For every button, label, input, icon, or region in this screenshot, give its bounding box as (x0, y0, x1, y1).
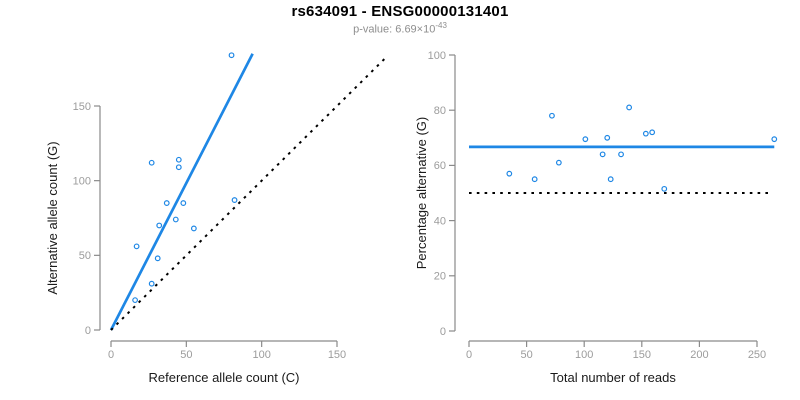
y-tick-label: 0 (85, 325, 91, 337)
x-tick-label: 100 (252, 349, 270, 361)
p-value-subtitle: p-value: 6.69×10-43 (0, 21, 800, 36)
y-tick-label: 80 (434, 105, 446, 117)
data-point (156, 222, 163, 229)
y-tick-label: 100 (428, 50, 446, 62)
data-point (649, 129, 656, 136)
data-point (771, 136, 778, 143)
x-tick-label: 0 (466, 349, 472, 361)
y-tick-label: 60 (434, 160, 446, 172)
p-value-exponent: -43 (435, 21, 447, 30)
data-point (626, 104, 633, 111)
right-plot: 0 20 40 60 80 100 0 50 100 150 200 250 Total number … (414, 50, 778, 385)
x-tick-label: 50 (180, 349, 192, 361)
data-point (549, 112, 555, 119)
x-axis-title: Reference allele count (C) (148, 370, 299, 385)
y-axis-title: Percentage alternative (G) (414, 117, 429, 269)
x-tick-label: 100 (575, 349, 593, 361)
y-tick-label: 0 (440, 326, 446, 338)
data-point (618, 151, 624, 158)
page-title: rs634091 - ENSG00000131401 (291, 3, 509, 20)
data-point (231, 197, 238, 203)
data-point (190, 225, 197, 232)
data-point (604, 134, 611, 141)
data-point (642, 130, 649, 137)
data-point (175, 156, 182, 163)
y-tick-label: 50 (79, 250, 91, 262)
y-tick-label: 150 (73, 101, 91, 113)
data-point (172, 216, 179, 223)
data-point (148, 159, 155, 166)
data-point (661, 185, 668, 192)
p-value-base: p-value: 6.69×10 (353, 23, 436, 36)
y-tick-label: 20 (434, 271, 446, 283)
data-point (555, 159, 562, 166)
data-point (228, 52, 235, 59)
data-point (607, 176, 614, 183)
y-tick-label: 40 (434, 215, 446, 227)
y-axis-title: Alternative allele count (G) (45, 141, 60, 294)
identity-line (110, 56, 388, 331)
x-tick-label: 250 (748, 349, 766, 361)
x-axis-title: Total number of reads (550, 370, 676, 385)
fit-line (109, 53, 254, 331)
data-point (163, 200, 170, 206)
data-point (582, 136, 589, 143)
x-tick-label: 50 (520, 349, 532, 361)
x-tick-label: 0 (108, 349, 114, 361)
x-tick-label: 150 (633, 349, 651, 361)
data-point (175, 164, 182, 171)
y-tick-label: 100 (73, 175, 91, 187)
data-point (133, 243, 140, 250)
x-tick-label: 200 (690, 349, 708, 361)
data-point (148, 280, 155, 287)
data-point (599, 151, 606, 158)
left-plot: 0 50 100 150 0 50 100 150 Reference allele count… (45, 52, 388, 385)
data-point (154, 255, 161, 262)
x-tick-label: 150 (328, 349, 346, 361)
data-point (506, 170, 513, 177)
data-point (180, 200, 187, 206)
data-point (531, 176, 538, 183)
data-point (132, 297, 139, 304)
